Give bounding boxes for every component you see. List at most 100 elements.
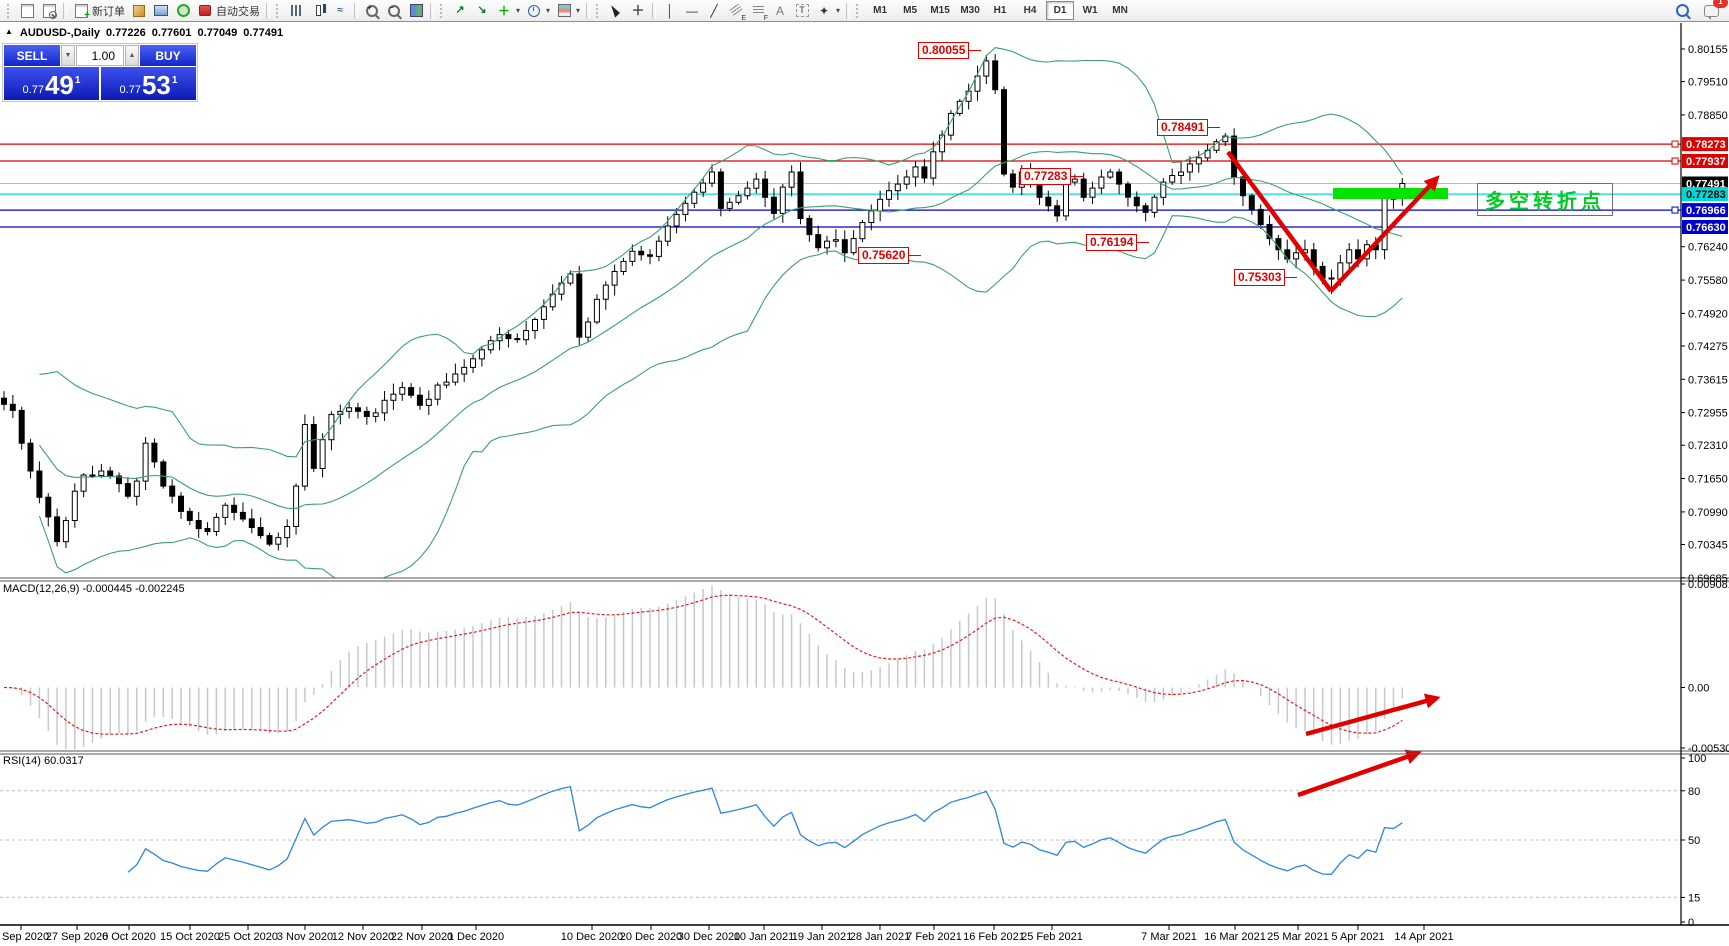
buy-price[interactable]: 0.77 53 1 [101,67,196,100]
timeframe-w1-button[interactable]: W1 [1082,5,1098,16]
notification-badge: 1 [1713,0,1728,8]
bar-chart-button[interactable] [285,1,307,20]
volume-decrease-button[interactable]: ▼ [61,45,75,66]
timeframe-m15-button[interactable]: M15 [930,5,950,16]
line-chart-button[interactable]: ≈ [329,1,351,20]
hline-endpoint[interactable] [1671,140,1679,148]
signals-button[interactable] [172,1,194,20]
rsi-pane [0,785,1681,898]
new-chart-button[interactable] [16,1,38,20]
tile-windows-button[interactable] [405,1,427,20]
trend-arrow-1[interactable] [1329,175,1440,293]
symbol-ohlc-line: ▲ AUDUSD-,Daily 0.77226 0.77601 0.77049 … [5,27,283,39]
buy-price-big: 53 [141,70,171,101]
text-button[interactable]: A [769,1,791,20]
volume-input[interactable]: 1.00 [76,45,124,66]
timeframe-d1-button[interactable]: D1 [1046,1,1075,20]
price-badge-0.78273 [1682,137,1728,152]
search-icon[interactable] [1673,3,1691,19]
price-tick: 0.78850 [1688,110,1728,122]
chart-canvas[interactable]: 0.80155 0.79510 0.78850 0.76240 0.75580 0.749… [0,23,1729,946]
trendline-button[interactable]: ╱ [703,1,725,20]
market-watch-button[interactable] [128,1,150,20]
equidistant-channel-icon: E [728,3,746,22]
sell-button[interactable]: SELL [4,45,60,66]
price-badge-0.76630 [1682,220,1728,234]
notifications-icon[interactable]: 1 [1701,0,1728,20]
price-annotation-0.80055[interactable]: 0.80055 [918,42,982,59]
buy-price-prefix: 0.77 [119,84,141,96]
zoom-in-button[interactable]: + [361,1,383,20]
rsi-label: RSI(14) 60.0317 [3,755,84,767]
trend-arrow-3[interactable] [1297,749,1422,798]
axes-layer: 0.80155 0.79510 0.78850 0.76240 0.75580 0.749… [0,23,1729,943]
vertical-line-button[interactable]: │ [659,1,681,20]
new-order-button[interactable]: 新订单 [70,1,128,21]
crosshair-icon: ＋ [631,3,645,18]
templates-button[interactable]: ▾ [553,1,583,20]
objects-list-button[interactable]: ↘ [471,1,493,20]
timeframe-m30-button[interactable]: M30 [960,5,980,16]
toolbar-grip[interactable] [7,3,13,18]
date-tick: 7 Feb 2021 [906,931,962,943]
periods-button[interactable]: ▾ [523,1,553,20]
toolbar: 新订单 自动交易 ≈ + − ↗ ↘ ＋▾ ▾ ▾ ＋ │ — ╱ E F A … [0,0,1729,22]
horizontal-line-icon: — [686,3,699,18]
date-tick: 30 Dec 2020 [678,931,740,943]
price-annotation-0.77283[interactable]: 0.77283 [1020,168,1084,185]
price-annotation-0.78491[interactable]: 0.78491 [1157,119,1221,136]
turning-point-annotation[interactable]: 多空转折点 [1477,183,1613,216]
chart-profiles-icon [41,3,57,19]
trendline-icon: ╱ [710,3,718,18]
new-order-icon [73,3,90,21]
sell-price-prefix: 0.77 [22,84,44,96]
ohlc-open: 0.77226 [106,27,146,39]
timeframe-h1-button[interactable]: H1 [993,5,1007,16]
timeframe-mn-button[interactable]: MN [1112,5,1128,16]
arrows-tool-button[interactable]: ✦ ▾ [813,1,843,20]
hline-endpoint[interactable] [1671,157,1679,165]
cursor-button[interactable] [605,1,627,20]
candlestick-chart-button[interactable] [307,1,329,20]
zoom-out-button[interactable]: − [383,1,405,20]
price-tick: 0.80155 [1688,44,1728,56]
new-order-label: 新订单 [92,5,125,18]
rsi-line [127,785,1403,875]
price-tick: 0.74920 [1688,308,1728,320]
svg-text:0.76630: 0.76630 [1686,222,1726,234]
buy-button[interactable]: BUY [140,45,196,66]
auto-trading-button[interactable]: 自动交易 [194,1,263,20]
chevron-down-icon: ▾ [576,6,581,15]
date-tick: 5 Apr 2021 [1331,931,1384,943]
price-annotation-0.75620[interactable]: 0.75620 [858,247,922,264]
one-click-collapse-icon[interactable]: ▲ [5,27,13,36]
timeframe-h4-button[interactable]: H4 [1023,5,1037,16]
line-chart-icon: ≈ [337,4,343,16]
price-annotation-0.75303[interactable]: 0.75303 [1234,269,1298,286]
volume-increase-button[interactable]: ▲ [125,45,139,66]
text-label-button[interactable]: T [791,1,813,20]
timeframe-m1-button[interactable]: M1 [873,5,888,16]
date-tick: 22 Nov 2020 [391,931,453,943]
trend-arrow-0[interactable] [1226,150,1333,293]
macd-label: MACD(12,26,9) -0.000445 -0.002245 [3,583,185,595]
one-click-trading-panel: SELL ▼ 1.00 ▲ BUY 0.77 49 1 0.77 53 1 [2,43,198,102]
fibonacci-icon: F [750,3,768,22]
timeframe-m5-button[interactable]: M5 [903,5,918,16]
equidistant-channel-button[interactable]: E [725,1,747,22]
indicator-list-button[interactable]: ↗ [449,1,471,20]
price-tick: 0.69685 [1688,573,1728,585]
terminal-button[interactable] [150,1,172,20]
add-indicator-button[interactable]: ＋ ▾ [493,1,523,20]
green-zone-annotation[interactable] [1333,188,1448,199]
fibonacci-button[interactable]: F [747,1,769,22]
sell-price[interactable]: 0.77 49 1 [4,67,99,100]
date-tick: 7 Mar 2021 [1141,931,1197,943]
price-annotation-0.76194[interactable]: 0.76194 [1086,234,1150,251]
horizontal-line-button[interactable]: — [681,1,703,20]
crosshair-button[interactable]: ＋ [627,1,649,20]
hline-endpoint[interactable] [1671,206,1679,214]
trend-arrow-2[interactable] [1305,693,1441,737]
svg-text:0.77283: 0.77283 [1686,189,1726,201]
chart-profiles-button[interactable] [38,1,60,20]
